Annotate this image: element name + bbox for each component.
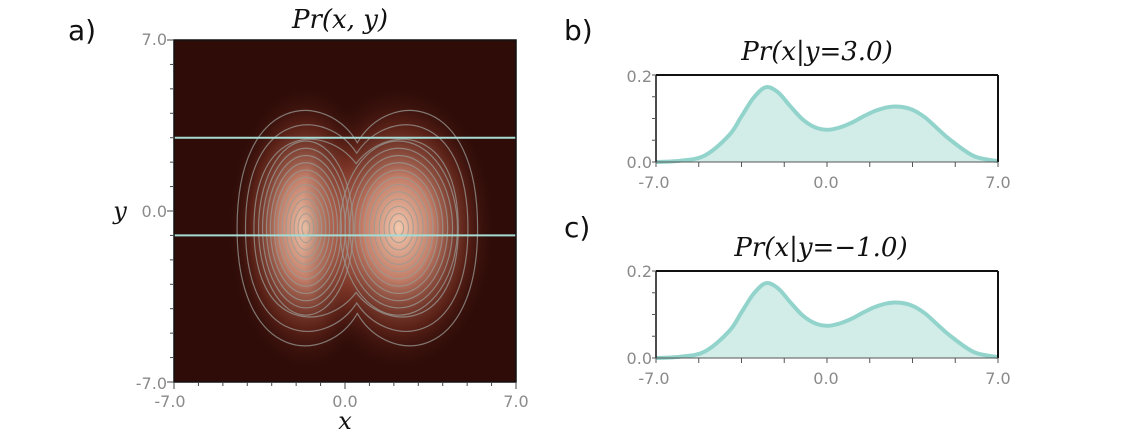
panel-c-x-tick-left: -7.0 <box>638 369 669 388</box>
y-axis-label: y <box>112 197 127 225</box>
contour-mode2-ring-11 <box>344 147 454 309</box>
x-tick-label-mid: 0.0 <box>332 392 357 411</box>
panel-c-label: c) <box>564 211 590 244</box>
contour-mode2-ring-8 <box>359 169 439 287</box>
panel-b-x-tick-mid: 0.0 <box>813 173 838 192</box>
y-tick-label-bottom: -7.0 <box>136 374 167 393</box>
heatmap-plot-area <box>167 39 517 389</box>
density-curve <box>655 85 999 164</box>
contour-mode1-ring-5 <box>285 191 327 265</box>
density-curve <box>655 281 999 360</box>
contour-mode1-ring-9 <box>269 162 343 295</box>
panel-c-conditional: c) Pr(x|y=−1.0) 0.2 0.0 -7.0 0.0 7.0 <box>564 211 1011 388</box>
contour-mode1-ring-4 <box>289 198 323 258</box>
x-axis-label: x <box>338 407 352 434</box>
contour-mode2-ring-12 <box>339 140 459 316</box>
contour-mode1-ring-3 <box>293 205 319 251</box>
panel-b-conditional: b) Pr(x|y=3.0) 0.2 0.0 -7.0 0.0 7.0 <box>564 14 1011 192</box>
y-tick-label-top: 7.0 <box>142 30 167 49</box>
density-area-fill <box>656 87 998 162</box>
contour-mode2-ring-6 <box>368 183 429 273</box>
panel-c-title: Pr(x|y=−1.0) <box>733 233 907 263</box>
panel-c-plot-area <box>652 270 999 363</box>
panel-c-y-tick-bottom: 0.0 <box>627 349 652 368</box>
panel-c-x-tick-mid: 0.0 <box>813 369 838 388</box>
panel-a-joint-density: a) Pr(x, y) 7.0 0.0 -7.0 -7.0 0.0 7.0 x … <box>68 5 529 434</box>
contour-mode2-ring-2 <box>388 212 410 244</box>
density-area-fill <box>656 283 998 358</box>
panel-b-label: b) <box>564 14 593 47</box>
panel-b-title: Pr(x|y=3.0) <box>740 37 892 67</box>
contour-mode1-ring-6 <box>281 183 331 273</box>
contour-mode2-ring-7 <box>363 176 434 280</box>
panel-b-x-tick-right: 7.0 <box>985 173 1010 192</box>
panel-b-y-tick-bottom: 0.0 <box>627 153 652 172</box>
panel-a-label: a) <box>68 14 96 47</box>
contour-mode2-ring-10 <box>349 154 449 302</box>
y-tick-label-mid: 0.0 <box>142 202 167 221</box>
x-tick-label-right: 7.0 <box>503 392 528 411</box>
contour-mode2-ring-5 <box>373 191 424 265</box>
contour-outer-1 <box>253 138 459 318</box>
contour-mode2-ring-3 <box>383 205 415 251</box>
x-tick-label-left: -7.0 <box>154 392 185 411</box>
contour-mode2-ring-9 <box>354 162 444 295</box>
panel-c-x-tick-right: 7.0 <box>985 369 1010 388</box>
contour-outer-3 <box>236 110 479 347</box>
contour-outer-2 <box>244 124 469 332</box>
contour-mode1-ring-7 <box>277 176 335 280</box>
panel-a-title: Pr(x, y) <box>291 5 388 35</box>
contour-mode1-ring-8 <box>273 169 339 287</box>
density-glow-2 <box>300 82 498 375</box>
panel-b-plot-area <box>652 74 999 167</box>
panel-b-x-tick-left: -7.0 <box>638 173 669 192</box>
panel-c-y-tick-top: 0.2 <box>627 262 652 281</box>
contour-mode1-ring-12 <box>257 140 354 316</box>
contour-mode1-ring-2 <box>297 212 315 244</box>
panel-b-y-tick-top: 0.2 <box>627 67 652 86</box>
contour-mode2-ring-4 <box>378 198 419 258</box>
